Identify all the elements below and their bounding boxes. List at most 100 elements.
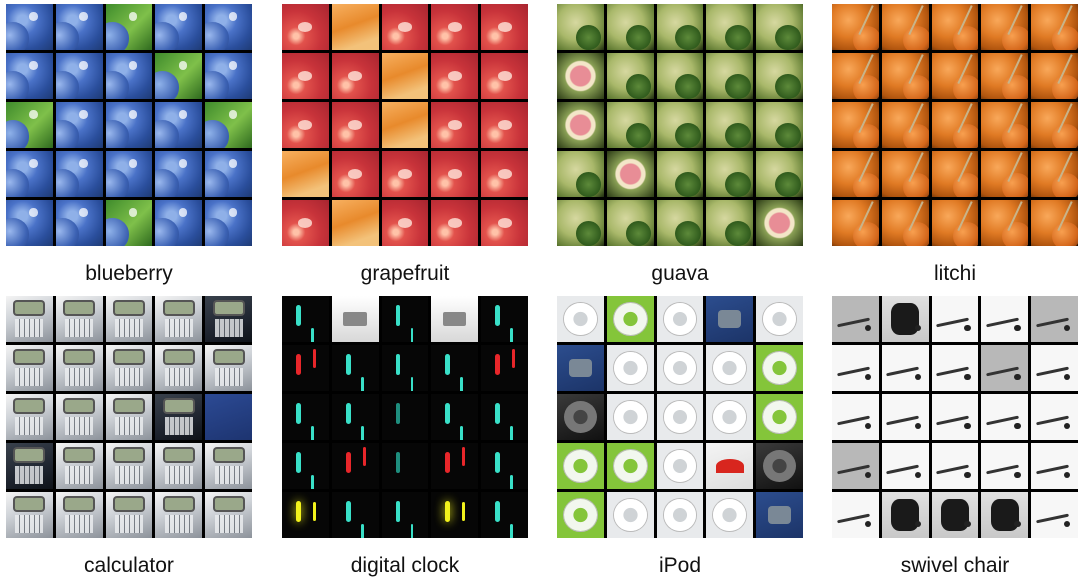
- image-tile: [981, 492, 1029, 538]
- image-tile: [155, 492, 203, 538]
- image-tile: [481, 492, 528, 538]
- image-tile: [981, 4, 1029, 50]
- image-tile: [706, 443, 754, 489]
- panel-swivel-chair: swivel chair: [832, 296, 1078, 577]
- image-tile: [55, 200, 103, 246]
- image-tile: [481, 394, 528, 440]
- image-tile: [155, 345, 203, 391]
- image-tile: [832, 53, 879, 99]
- image-tile: [706, 53, 754, 99]
- image-tile: [105, 492, 153, 538]
- image-tile: [881, 296, 929, 342]
- image-tile: [931, 200, 979, 246]
- caption-digital-clock: digital clock: [350, 554, 460, 577]
- image-tile: [481, 53, 528, 99]
- image-tile: [155, 296, 203, 342]
- image-tile: [606, 200, 654, 246]
- image-tile: [931, 345, 979, 391]
- caption-ipod: iPod: [658, 554, 702, 577]
- image-tile: [981, 200, 1029, 246]
- image-tile: [6, 4, 53, 50]
- image-tile: [832, 394, 879, 440]
- image-tile: [981, 102, 1029, 148]
- image-tile: [381, 443, 429, 489]
- image-tile: [381, 394, 429, 440]
- image-tile: [981, 296, 1029, 342]
- image-tile: [431, 4, 479, 50]
- image-tile: [205, 151, 252, 197]
- image-tile: [331, 296, 379, 342]
- image-tile: [557, 53, 604, 99]
- image-tile: [656, 394, 704, 440]
- image-tile: [155, 102, 203, 148]
- image-tile: [832, 4, 879, 50]
- image-tile: [706, 394, 754, 440]
- image-tile: [706, 345, 754, 391]
- image-tile: [6, 102, 53, 148]
- image-tile: [55, 4, 103, 50]
- image-tile: [756, 296, 803, 342]
- image-tile: [756, 492, 803, 538]
- image-tile: [331, 53, 379, 99]
- image-tile: [282, 4, 329, 50]
- image-tile: [381, 200, 429, 246]
- image-grid-guava: [557, 4, 803, 246]
- image-tile: [155, 4, 203, 50]
- caption-litchi: litchi: [933, 262, 976, 285]
- image-tile: [881, 394, 929, 440]
- image-tile: [1031, 296, 1078, 342]
- image-grid-digital-clock: [282, 296, 528, 538]
- image-tile: [6, 394, 53, 440]
- image-tile: [881, 53, 929, 99]
- image-tile: [881, 151, 929, 197]
- image-tile: [282, 394, 329, 440]
- image-tile: [557, 4, 604, 50]
- image-tile: [656, 296, 704, 342]
- image-tile: [1031, 4, 1078, 50]
- image-tile: [481, 102, 528, 148]
- image-tile: [6, 492, 53, 538]
- image-tile: [481, 345, 528, 391]
- panel-litchi: litchi: [832, 4, 1078, 285]
- image-tile: [6, 53, 53, 99]
- image-grid-ipod: [557, 296, 803, 538]
- image-tile: [282, 492, 329, 538]
- image-tile: [706, 296, 754, 342]
- image-tile: [706, 102, 754, 148]
- image-tile: [1031, 53, 1078, 99]
- image-tile: [155, 151, 203, 197]
- image-tile: [656, 53, 704, 99]
- image-tile: [832, 492, 879, 538]
- image-tile: [832, 151, 879, 197]
- image-tile: [606, 151, 654, 197]
- image-tile: [381, 53, 429, 99]
- image-tile: [381, 102, 429, 148]
- image-tile: [282, 53, 329, 99]
- image-tile: [55, 443, 103, 489]
- image-tile: [282, 151, 329, 197]
- image-tile: [481, 4, 528, 50]
- image-tile: [606, 443, 654, 489]
- image-tile: [756, 151, 803, 197]
- image-tile: [105, 151, 153, 197]
- image-tile: [431, 394, 479, 440]
- image-tile: [881, 492, 929, 538]
- image-tile: [481, 296, 528, 342]
- image-tile: [656, 200, 704, 246]
- image-tile: [981, 53, 1029, 99]
- image-tile: [832, 345, 879, 391]
- image-tile: [481, 200, 528, 246]
- image-tile: [205, 53, 252, 99]
- image-tile: [6, 443, 53, 489]
- image-tile: [205, 443, 252, 489]
- image-tile: [881, 4, 929, 50]
- image-tile: [6, 151, 53, 197]
- image-tile: [706, 4, 754, 50]
- image-tile: [331, 102, 379, 148]
- image-tile: [205, 102, 252, 148]
- image-tile: [931, 53, 979, 99]
- image-tile: [606, 394, 654, 440]
- image-tile: [557, 345, 604, 391]
- panel-blueberry: blueberry: [6, 4, 252, 285]
- image-tile: [606, 492, 654, 538]
